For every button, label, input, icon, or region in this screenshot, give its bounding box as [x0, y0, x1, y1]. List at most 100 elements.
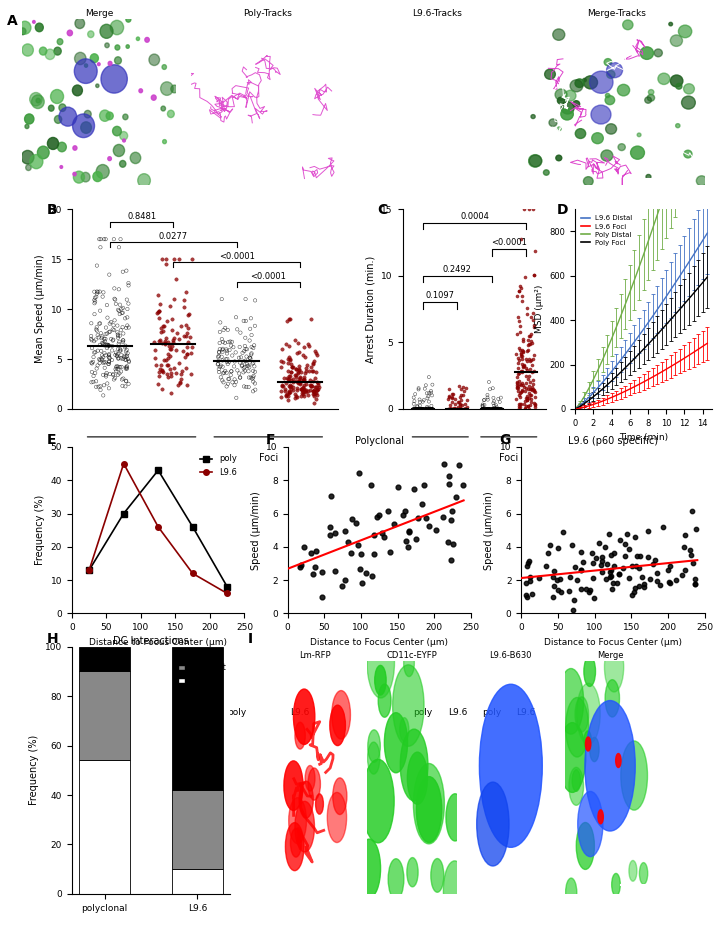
Point — [86, 316, 97, 331]
Point — [223, 335, 234, 350]
Point — [548, 578, 559, 593]
Point — [101, 326, 113, 341]
Circle shape — [561, 102, 574, 114]
Point — [175, 366, 187, 381]
Point — [276, 341, 288, 357]
Point — [311, 379, 322, 395]
Point — [523, 332, 534, 347]
Point — [99, 331, 110, 346]
Point — [513, 400, 525, 416]
Point — [101, 376, 113, 391]
Point — [97, 367, 109, 382]
Circle shape — [168, 110, 174, 118]
Point — [155, 320, 166, 336]
Point — [88, 345, 100, 360]
Point — [104, 366, 116, 381]
Point — [120, 373, 132, 388]
Point — [107, 367, 119, 382]
Point — [530, 399, 541, 415]
Point — [563, 584, 574, 599]
Point — [218, 375, 229, 390]
Point — [94, 316, 106, 331]
Point — [549, 563, 560, 578]
Point — [575, 544, 587, 559]
Point — [122, 301, 133, 317]
Point — [487, 390, 499, 405]
Point — [96, 351, 107, 366]
Circle shape — [393, 665, 424, 747]
Text: Distal: Distal — [426, 453, 454, 463]
Point — [214, 359, 226, 375]
Point — [229, 372, 240, 387]
Point — [119, 340, 131, 355]
Point — [123, 355, 134, 370]
Circle shape — [480, 685, 542, 847]
Circle shape — [559, 723, 586, 792]
Point — [224, 334, 236, 349]
Circle shape — [591, 106, 611, 124]
Point — [109, 347, 121, 362]
Title: CD11c-EYFP: CD11c-EYFP — [386, 651, 437, 660]
Point — [488, 400, 500, 416]
Point — [238, 360, 249, 376]
Point — [457, 379, 469, 395]
Title: Poly-Tracks: Poly-Tracks — [244, 10, 292, 18]
Point — [351, 515, 362, 531]
Circle shape — [584, 76, 597, 89]
Point — [557, 524, 569, 539]
Point — [173, 332, 185, 347]
Point — [186, 252, 198, 267]
Point — [447, 401, 459, 417]
Text: 0.2492: 0.2492 — [443, 264, 472, 274]
Point — [118, 333, 129, 348]
Point — [244, 333, 255, 348]
Point — [92, 327, 104, 342]
Point — [96, 348, 108, 363]
Point — [308, 396, 319, 411]
Circle shape — [24, 114, 34, 124]
Point — [515, 384, 526, 399]
Point — [360, 566, 372, 581]
Point — [605, 569, 617, 584]
Point — [237, 345, 248, 360]
Point — [495, 401, 507, 417]
Point — [513, 373, 525, 388]
Point — [608, 559, 620, 574]
Point — [478, 401, 490, 417]
Point — [477, 401, 488, 417]
Point — [226, 363, 237, 378]
Point — [454, 400, 465, 416]
Point — [310, 385, 321, 400]
Point — [121, 320, 132, 336]
Point — [451, 401, 462, 417]
Point — [634, 548, 646, 563]
Point — [484, 381, 495, 397]
Point — [178, 343, 189, 359]
Point — [686, 504, 697, 519]
Point — [92, 358, 104, 373]
Point — [91, 361, 102, 377]
Point — [307, 374, 319, 389]
Point — [403, 524, 415, 539]
Text: B: B — [47, 203, 58, 217]
Point — [316, 565, 328, 580]
Circle shape — [105, 43, 109, 48]
Point — [528, 381, 539, 397]
Point — [311, 347, 322, 362]
Point — [426, 401, 437, 417]
Point — [408, 401, 420, 417]
Point — [411, 401, 422, 417]
Point — [523, 337, 534, 352]
Point — [293, 364, 304, 379]
Point — [223, 372, 234, 387]
Point — [96, 331, 107, 346]
Point — [450, 401, 462, 417]
Y-axis label: Mean Speed (μm/min): Mean Speed (μm/min) — [35, 255, 45, 363]
Circle shape — [612, 873, 620, 896]
Circle shape — [130, 152, 141, 164]
Point — [524, 570, 536, 585]
Point — [459, 401, 470, 417]
Point — [376, 526, 388, 541]
Circle shape — [631, 146, 644, 159]
Point — [420, 401, 431, 417]
